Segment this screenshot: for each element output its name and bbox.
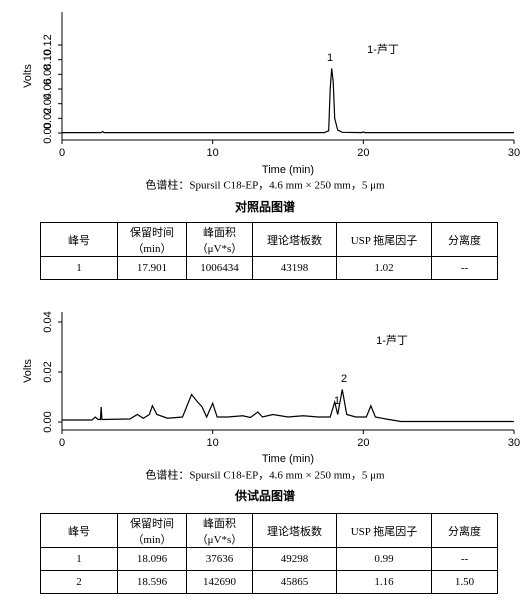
x-tick-label: 30 [508, 147, 520, 159]
x-tick-label: 10 [207, 437, 219, 449]
table-cell: 分离度 [431, 222, 498, 257]
y-tick-label: 0.02 [42, 108, 54, 129]
annotation: 2 [341, 373, 347, 385]
x-tick-label: 20 [357, 147, 369, 159]
table-cell: 18.096 [117, 547, 187, 571]
header-row: 峰号 保留时间 （min） 峰面积 （μV*s） 理论塔板数 USP 拖尾因子 分离度 [40, 513, 498, 548]
column-caption: 色谱柱：Spursil C18-EP，4.6 mm × 250 mm，5 μm [145, 468, 385, 482]
y-tick-label: 0.04 [42, 311, 54, 332]
x-tick-label: 0 [59, 437, 65, 449]
table-cell: 43198 [252, 256, 337, 280]
table-cell: 45865 [252, 570, 337, 594]
column-caption: 色谱柱：Spursil C18-EP，4.6 mm × 250 mm，5 μm [145, 178, 385, 192]
annotation: 1-芦丁 [367, 43, 399, 56]
table-cell: 峰面积 （μV*s） [186, 513, 253, 548]
table-cell: 保留时间 （min） [117, 513, 187, 548]
table-cell: 17.901 [117, 256, 187, 280]
y-tick-label: 0.00 [42, 122, 54, 143]
table-cell: 峰号 [40, 513, 118, 548]
table-cell: USP 拖尾因子 [336, 513, 432, 548]
y-tick-label: 0.10 [42, 49, 54, 70]
table-cell: 1.02 [336, 256, 432, 280]
table-cell: 49298 [252, 547, 337, 571]
table-cell: 峰号 [40, 222, 118, 257]
x-tick-label: 10 [207, 147, 219, 159]
table-cell: 1 [40, 256, 118, 280]
table-cell: 1.50 [431, 570, 498, 594]
chromatogram-trace [62, 389, 514, 423]
table-cell: 18.596 [117, 570, 187, 594]
sample-table: 峰号 保留时间 （min） 峰面积 （μV*s） 理论塔板数 USP 拖尾因子 分离度 1 1… [40, 513, 498, 594]
table-cell: 理论塔板数 [252, 513, 337, 548]
x-tick-label: 20 [357, 437, 369, 449]
x-tick-label: 30 [508, 437, 520, 449]
y-tick-label: 0.02 [42, 361, 54, 382]
y-tick-label: 0.04 [42, 93, 54, 114]
table-cell: -- [431, 547, 498, 571]
annotation: 1 [327, 52, 333, 64]
table-cell: 1 [40, 547, 118, 571]
table-cell: -- [431, 256, 498, 280]
data-row: 1 17.901 1006434 43198 1.02 -- [40, 256, 498, 280]
table-cell: 0.99 [336, 547, 432, 571]
data-row: 2 18.596 142690 45865 1.16 1.50 [40, 570, 498, 594]
table-cell: 2 [40, 570, 118, 594]
y-axis-label: Volts [22, 64, 34, 88]
annotation: 1-芦丁 [376, 334, 408, 347]
y-tick-label: 0.12 [42, 34, 54, 55]
y-tick-label: 0.08 [42, 64, 54, 85]
x-axis-label: Time (min) [262, 453, 314, 465]
table-cell: 37636 [186, 547, 253, 571]
table-cell: 142690 [186, 570, 253, 594]
y-tick-label: 0.00 [42, 411, 54, 432]
table-cell: 分离度 [431, 513, 498, 548]
y-axis-label: Volts [22, 359, 34, 383]
reference-table: 峰号 保留时间 （min） 峰面积 （μV*s） 理论塔板数 USP 拖尾因子 分离度 1 1… [40, 222, 498, 280]
figure-title: 供试品图谱 [234, 488, 295, 503]
x-tick-label: 0 [59, 147, 65, 159]
table-cell: 1006434 [186, 256, 253, 280]
header-row: 峰号 保留时间 （min） 峰面积 （μV*s） 理论塔板数 USP 拖尾因子 分离度 [40, 222, 498, 257]
table-cell: 1.16 [336, 570, 432, 594]
table-cell: USP 拖尾因子 [336, 222, 432, 257]
annotation: 1 [334, 395, 340, 407]
table-cell: 保留时间 （min） [117, 222, 187, 257]
data-row: 1 18.096 37636 49298 0.99 -- [40, 547, 498, 571]
table-cell: 理论塔板数 [252, 222, 337, 257]
table-cell: 峰面积 （μV*s） [186, 222, 253, 257]
chromatogram-trace [62, 68, 514, 134]
figure-title: 对照品图谱 [235, 199, 295, 214]
y-tick-label: 0.06 [42, 78, 54, 99]
x-axis-label: Time (min) [262, 164, 314, 176]
